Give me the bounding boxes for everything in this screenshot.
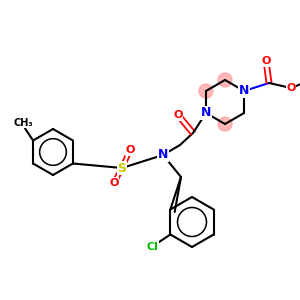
Ellipse shape <box>218 73 232 87</box>
Text: CH₃: CH₃ <box>13 118 33 128</box>
Text: Cl: Cl <box>146 242 158 251</box>
Text: N: N <box>158 148 168 161</box>
Text: O: O <box>261 56 271 66</box>
Text: O: O <box>125 145 135 155</box>
Text: S: S <box>118 161 127 175</box>
Text: O: O <box>173 110 183 120</box>
Ellipse shape <box>199 84 213 98</box>
Text: O: O <box>286 83 296 93</box>
Text: O: O <box>109 178 119 188</box>
Text: N: N <box>239 85 249 98</box>
Text: N: N <box>201 106 211 119</box>
Ellipse shape <box>218 117 232 131</box>
